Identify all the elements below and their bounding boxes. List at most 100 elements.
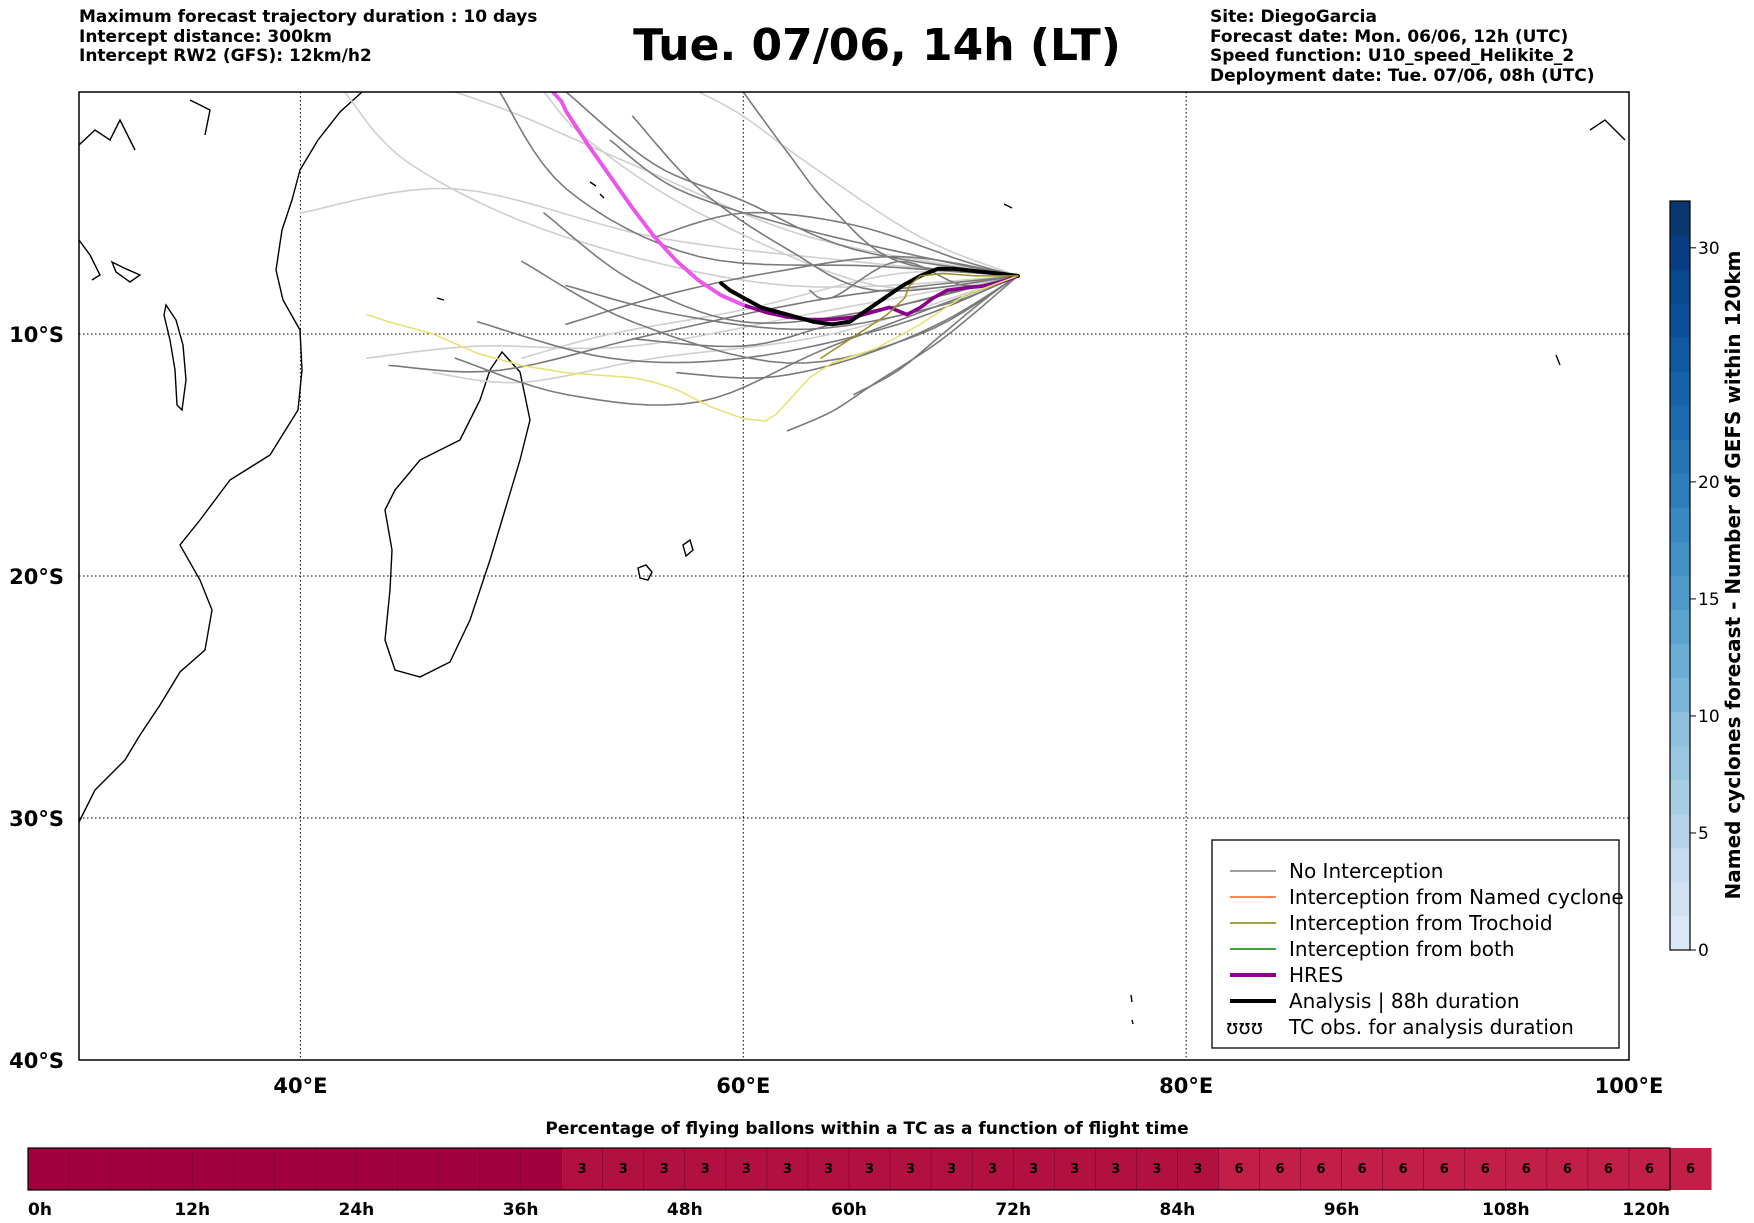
header-right-line: Deployment date: Tue. 07/06, 08h (UTC) bbox=[1210, 65, 1595, 86]
colorbar-tick-label: 20 bbox=[1698, 473, 1720, 493]
colorbar-tick-label: 15 bbox=[1698, 590, 1720, 610]
percentage-value: 3 bbox=[947, 1162, 956, 1177]
colorbar-label: Named cyclones forecast - Number of GEFS… bbox=[1721, 251, 1745, 900]
percentage-cell bbox=[931, 1148, 973, 1190]
header-left-line: Maximum forecast trajectory duration : 1… bbox=[79, 7, 538, 27]
ensemble-trajectory-light bbox=[343, 92, 1019, 288]
percentage-cell bbox=[151, 1148, 193, 1190]
colorbar-cell bbox=[1670, 473, 1690, 508]
percentage-tick-label: 120h bbox=[1622, 1200, 1670, 1220]
percentage-tick-label: 12h bbox=[174, 1200, 210, 1220]
percentage-tick-label: 24h bbox=[339, 1200, 375, 1220]
colorbar-cell bbox=[1670, 303, 1690, 338]
percentage-cell bbox=[1341, 1148, 1384, 1190]
percentage-cell bbox=[1095, 1148, 1137, 1190]
percentage-tick-label: 0h bbox=[28, 1200, 52, 1220]
ensemble-trajectory bbox=[565, 92, 1019, 277]
coastlines bbox=[79, 92, 1626, 1025]
legend-label: No Interception bbox=[1289, 859, 1443, 883]
percentage-bar-frame bbox=[27, 1147, 1671, 1191]
percentage-cell bbox=[1300, 1148, 1343, 1190]
percentage-cell bbox=[807, 1148, 850, 1190]
x-tick-label: 60°E bbox=[716, 1074, 770, 1098]
colorbar-cell bbox=[1670, 269, 1690, 304]
x-tick-label: 40°E bbox=[273, 1074, 327, 1098]
x-tick-label: 100°E bbox=[1595, 1074, 1664, 1098]
percentage-value: 3 bbox=[988, 1162, 997, 1177]
percentage-value: 6 bbox=[1686, 1162, 1695, 1177]
colorbar-cell bbox=[1670, 643, 1690, 679]
header-left: Maximum forecast trajectory duration : 1… bbox=[79, 7, 538, 67]
ensemble-trajectory-light bbox=[454, 92, 1019, 277]
percentage-value: 3 bbox=[1029, 1162, 1038, 1177]
y-axis: 10°S 20°S 30°S 40°S bbox=[9, 323, 64, 1073]
ensemble-trajectory-light bbox=[521, 270, 1019, 359]
legend-box bbox=[1211, 839, 1620, 1049]
percentage-value: 3 bbox=[742, 1162, 751, 1177]
percentage-cell bbox=[643, 1148, 686, 1190]
ensemble-trajectory bbox=[676, 275, 1019, 379]
percentage-cell bbox=[274, 1148, 316, 1190]
header-right-line: Site: DiegoGarcia bbox=[1210, 7, 1377, 27]
percentage-value: 3 bbox=[1193, 1162, 1202, 1177]
percentage-cell bbox=[1505, 1148, 1548, 1190]
percentage-value: 3 bbox=[660, 1162, 669, 1177]
ensemble-trajectory bbox=[521, 260, 1019, 364]
percentage-cell bbox=[233, 1148, 275, 1190]
colorbar-cell bbox=[1670, 235, 1690, 270]
colorbar-cell bbox=[1670, 915, 1690, 951]
colorbar-cell bbox=[1670, 813, 1690, 849]
percentage-cell bbox=[1136, 1148, 1178, 1190]
island-seychelles bbox=[436, 181, 605, 301]
percentage-cell bbox=[315, 1148, 357, 1190]
percentage-cell bbox=[1464, 1148, 1507, 1190]
colorbar-cell bbox=[1670, 881, 1690, 917]
island-reunion bbox=[682, 538, 694, 558]
percentage-cell bbox=[28, 1148, 70, 1190]
colorbar-cells bbox=[1670, 201, 1690, 951]
map-gridlines bbox=[79, 92, 1629, 1060]
percentage-value: 6 bbox=[1563, 1162, 1572, 1177]
percentage-value: 6 bbox=[1440, 1162, 1449, 1177]
legend-label: Analysis | 88h duration bbox=[1289, 989, 1520, 1013]
percentage-cell bbox=[561, 1148, 604, 1190]
ensemble-trajectory bbox=[565, 275, 1019, 331]
percentage-cell bbox=[1259, 1148, 1302, 1190]
ensemble-trajectory bbox=[454, 275, 1019, 406]
percentage-cell bbox=[110, 1148, 152, 1190]
percentage-value: 6 bbox=[1481, 1162, 1490, 1177]
percentage-cell bbox=[890, 1148, 932, 1190]
percentage-value: 6 bbox=[1234, 1162, 1243, 1177]
colorbar-cell bbox=[1670, 847, 1690, 883]
percentage-bar-ticks: 0h 12h 24h 36h 48h 60h 72h 84h 96h 108h 120h bbox=[28, 1200, 1670, 1220]
percentage-value: 6 bbox=[1276, 1162, 1285, 1177]
ensemble-trajectory bbox=[653, 211, 1019, 277]
percentage-cell bbox=[1177, 1148, 1219, 1190]
percentage-cell bbox=[1218, 1148, 1260, 1190]
header-right: Site: DiegoGarcia Forecast date: Mon. 06… bbox=[1210, 7, 1595, 86]
trajectory-lines bbox=[299, 92, 1020, 432]
y-tick-label: 20°S bbox=[9, 565, 64, 589]
percentage-cell bbox=[69, 1148, 111, 1190]
percentage-cell bbox=[397, 1148, 439, 1190]
percentage-cell bbox=[1546, 1148, 1589, 1190]
series-line bbox=[551, 92, 746, 307]
percentage-value: 3 bbox=[578, 1162, 587, 1177]
y-tick-label: 10°S bbox=[9, 323, 64, 347]
colorbar-cell bbox=[1670, 677, 1690, 713]
ensemble-trajectory-light bbox=[366, 275, 1019, 359]
header-left-line: Intercept distance: 300km bbox=[79, 26, 332, 47]
legend-symbol: ʊʊʊ bbox=[1226, 1015, 1263, 1039]
x-axis: 40°E 60°E 80°E 100°E bbox=[273, 1074, 1663, 1098]
percentage-value: 6 bbox=[1399, 1162, 1408, 1177]
colorbar-ticks: 0 5 10 15 20 30 bbox=[1690, 239, 1720, 961]
ensemble-trajectory bbox=[565, 255, 1019, 326]
percentage-cell bbox=[849, 1148, 891, 1190]
legend-label: TC obs. for analysis duration bbox=[1288, 1015, 1574, 1039]
ensemble-trajectory bbox=[631, 115, 1019, 292]
percentage-value: 3 bbox=[906, 1162, 915, 1177]
percentage-value: 3 bbox=[1152, 1162, 1161, 1177]
percentage-cell bbox=[1670, 1148, 1712, 1190]
percentage-cell bbox=[1587, 1148, 1630, 1190]
